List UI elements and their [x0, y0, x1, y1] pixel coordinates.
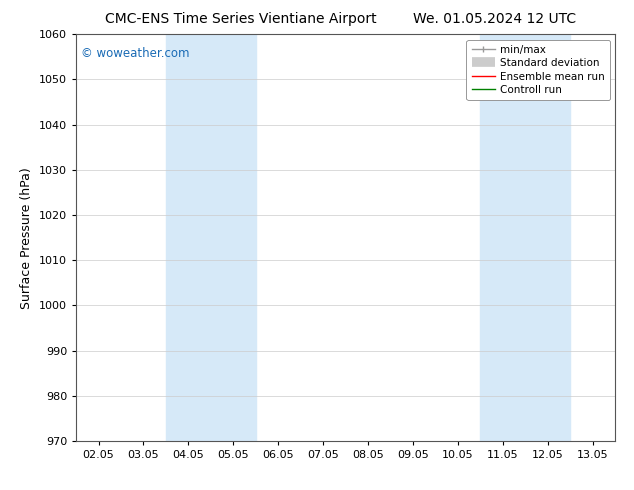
Bar	[481, 34, 570, 441]
Y-axis label: Surface Pressure (hPa): Surface Pressure (hPa)	[20, 167, 34, 309]
Bar	[166, 34, 256, 441]
Legend: min/max, Standard deviation, Ensemble mean run, Controll run: min/max, Standard deviation, Ensemble me…	[467, 40, 610, 100]
Text: © woweather.com: © woweather.com	[81, 47, 190, 59]
Text: We. 01.05.2024 12 UTC: We. 01.05.2024 12 UTC	[413, 12, 576, 26]
Text: CMC-ENS Time Series Vientiane Airport: CMC-ENS Time Series Vientiane Airport	[105, 12, 377, 26]
